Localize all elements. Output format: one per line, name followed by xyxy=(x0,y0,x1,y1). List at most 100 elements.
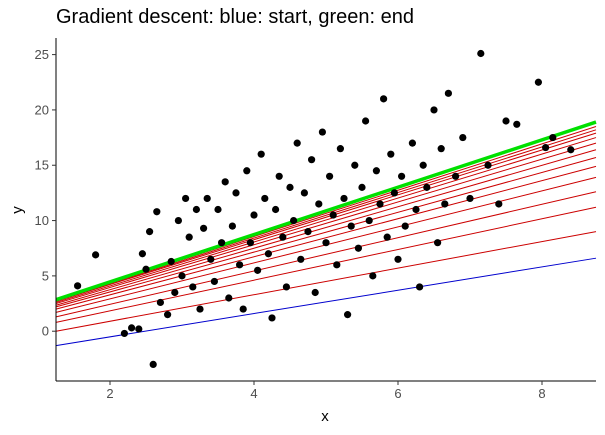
data-point-32 xyxy=(239,305,247,313)
data-point-37 xyxy=(257,150,265,158)
data-point-43 xyxy=(279,233,287,241)
data-point-56 xyxy=(326,172,334,180)
data-point-8 xyxy=(149,360,157,369)
y-tick-label-25: 25 xyxy=(35,47,49,62)
data-point-6 xyxy=(142,265,150,273)
data-point-27 xyxy=(221,178,229,186)
intermediate-line-8 xyxy=(55,142,597,305)
intermediate-line-9 xyxy=(55,137,597,303)
data-point-14 xyxy=(174,216,182,225)
data-point-2 xyxy=(120,329,128,338)
data-point-65 xyxy=(358,183,366,191)
data-point-96 xyxy=(534,78,543,86)
data-point-1 xyxy=(92,251,100,259)
data-point-55 xyxy=(322,239,330,247)
data-point-75 xyxy=(394,255,402,263)
intermediate-line-1 xyxy=(55,231,597,332)
data-point-62 xyxy=(347,222,355,230)
data-point-5 xyxy=(138,250,146,258)
data-point-24 xyxy=(210,277,218,286)
data-point-40 xyxy=(268,314,276,322)
data-point-50 xyxy=(304,228,312,236)
data-point-69 xyxy=(372,167,380,175)
x-axis-title: x xyxy=(321,408,329,425)
data-point-46 xyxy=(290,216,298,225)
data-point-84 xyxy=(434,239,442,247)
data-point-0 xyxy=(74,282,82,290)
data-point-12 xyxy=(167,257,175,266)
data-point-63 xyxy=(351,161,359,169)
intermediate-line-6 xyxy=(55,157,597,308)
data-point-33 xyxy=(243,167,251,175)
data-point-89 xyxy=(459,133,467,142)
data-point-54 xyxy=(318,128,326,136)
data-point-7 xyxy=(146,228,154,236)
data-point-47 xyxy=(293,139,301,147)
data-point-86 xyxy=(441,200,449,208)
data-point-44 xyxy=(282,283,290,291)
intermediate-line-7 xyxy=(55,149,597,306)
data-points xyxy=(74,49,575,369)
data-point-20 xyxy=(196,305,204,313)
chart-title: Gradient descent: blue: start, green: en… xyxy=(56,6,414,28)
data-point-82 xyxy=(423,183,431,191)
data-point-67 xyxy=(365,216,373,225)
data-point-79 xyxy=(412,205,420,214)
data-point-16 xyxy=(182,194,190,203)
data-point-90 xyxy=(466,194,474,203)
data-point-35 xyxy=(250,211,258,219)
y-tick-label-15: 15 xyxy=(35,158,49,173)
data-point-95 xyxy=(513,120,521,128)
data-point-66 xyxy=(362,117,370,125)
y-tick-label-0: 0 xyxy=(42,324,49,339)
data-point-61 xyxy=(344,311,352,319)
data-point-77 xyxy=(401,222,409,230)
data-point-34 xyxy=(246,239,254,247)
data-point-70 xyxy=(376,200,384,208)
data-point-22 xyxy=(203,194,211,203)
intermediate-line-5 xyxy=(55,165,597,310)
data-point-58 xyxy=(333,261,341,269)
data-point-73 xyxy=(387,150,395,158)
start-line-0 xyxy=(55,257,597,347)
data-point-41 xyxy=(272,205,280,214)
data-point-52 xyxy=(311,288,319,297)
data-point-15 xyxy=(178,272,186,280)
data-point-71 xyxy=(380,95,388,103)
data-point-92 xyxy=(484,161,492,169)
data-point-11 xyxy=(164,311,172,319)
data-point-91 xyxy=(477,49,485,58)
data-point-30 xyxy=(232,189,240,197)
x-tick-label-4: 4 xyxy=(250,386,257,401)
data-point-25 xyxy=(214,205,222,214)
data-point-38 xyxy=(261,194,269,203)
data-point-4 xyxy=(135,325,143,333)
data-point-88 xyxy=(452,172,460,180)
data-point-9 xyxy=(153,208,161,216)
data-point-17 xyxy=(185,233,193,241)
data-point-36 xyxy=(254,266,262,274)
y-tick-label-20: 20 xyxy=(35,102,49,117)
data-point-76 xyxy=(398,172,406,180)
data-point-31 xyxy=(236,261,244,269)
data-point-98 xyxy=(549,133,557,142)
data-point-83 xyxy=(430,106,438,114)
data-point-26 xyxy=(218,239,226,247)
x-tick-label-2: 2 xyxy=(106,386,113,401)
data-point-10 xyxy=(156,298,164,307)
intermediate-line-10 xyxy=(55,132,597,302)
y-tick-label-5: 5 xyxy=(42,268,49,283)
x-tick-label-6: 6 xyxy=(394,386,401,401)
data-point-81 xyxy=(419,161,427,169)
data-point-68 xyxy=(369,272,377,280)
data-point-42 xyxy=(275,172,283,180)
data-point-28 xyxy=(225,294,233,302)
data-point-74 xyxy=(390,189,398,197)
data-point-23 xyxy=(207,255,215,263)
data-point-3 xyxy=(128,324,136,332)
data-point-78 xyxy=(408,139,416,147)
data-point-48 xyxy=(297,255,305,263)
data-point-57 xyxy=(329,211,337,219)
data-point-85 xyxy=(437,145,445,153)
